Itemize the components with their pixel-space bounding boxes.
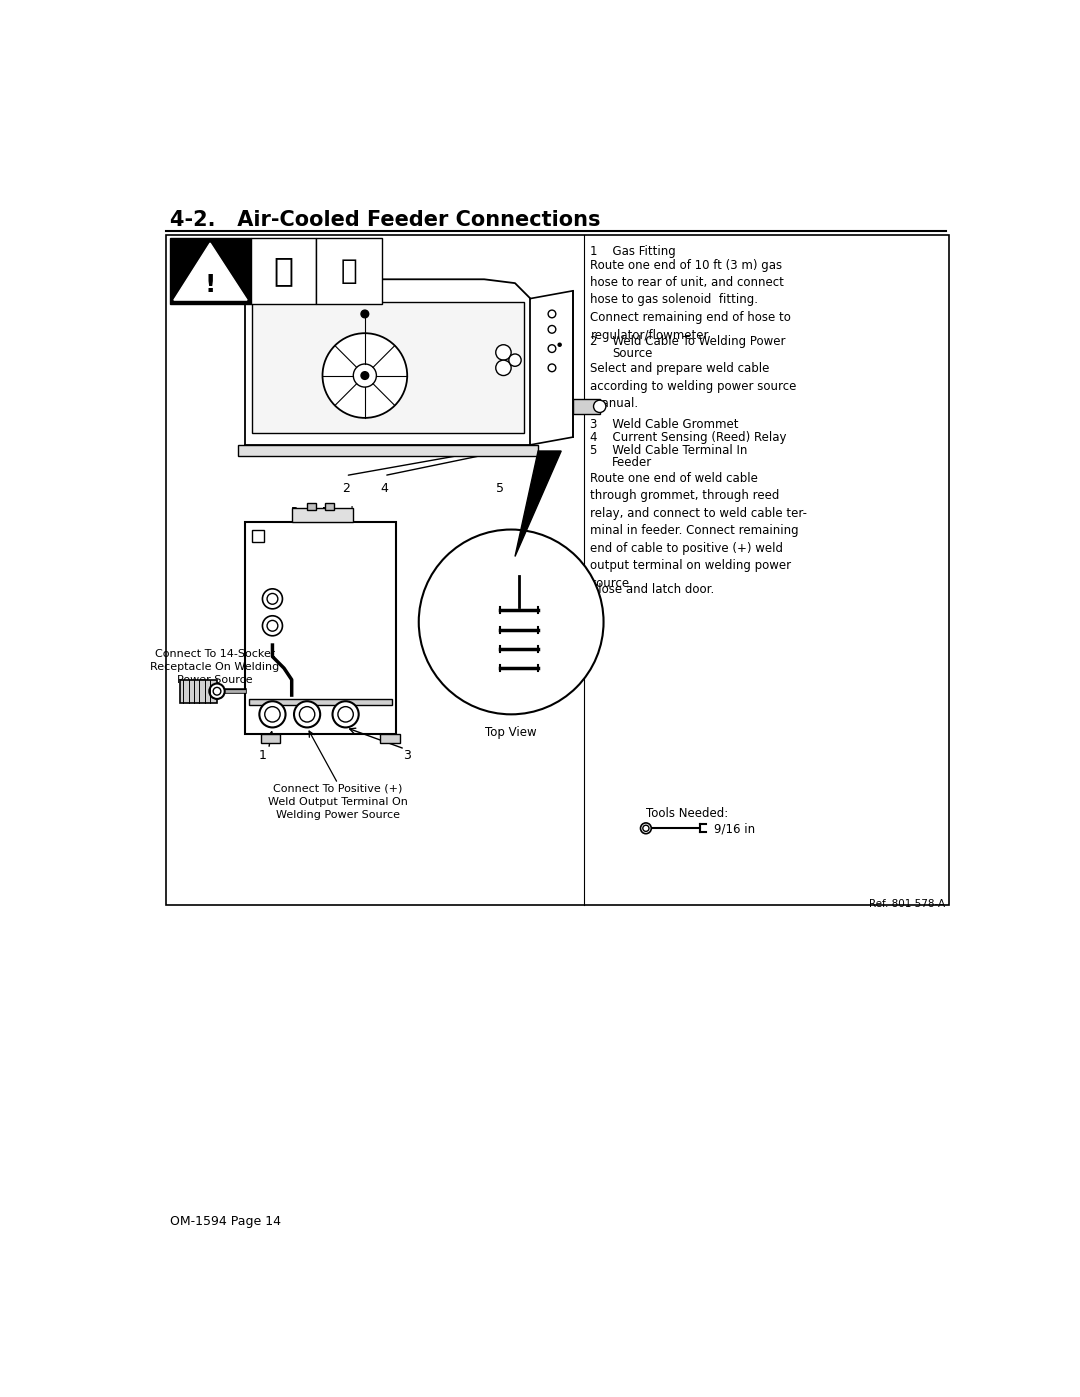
- Polygon shape: [515, 451, 562, 556]
- Bar: [307, 503, 316, 510]
- Bar: [180, 680, 217, 703]
- Circle shape: [549, 326, 556, 334]
- Bar: [252, 529, 264, 542]
- Circle shape: [262, 588, 283, 609]
- Circle shape: [259, 701, 285, 728]
- Circle shape: [299, 707, 314, 722]
- Circle shape: [549, 310, 556, 317]
- Bar: [261, 733, 280, 743]
- Circle shape: [549, 365, 556, 372]
- Text: Route one end of 10 ft (3 m) gas
hose to rear of unit, and connect
hose to gas s: Route one end of 10 ft (3 m) gas hose to…: [591, 258, 792, 341]
- Text: 🏃: 🏃: [273, 254, 294, 288]
- Circle shape: [294, 701, 320, 728]
- Circle shape: [267, 594, 278, 605]
- Text: Rear Panel: Rear Panel: [292, 507, 354, 520]
- Circle shape: [213, 687, 220, 696]
- Text: 5: 5: [496, 482, 503, 495]
- Polygon shape: [174, 243, 247, 300]
- Bar: [380, 733, 400, 743]
- Circle shape: [210, 683, 225, 698]
- Circle shape: [323, 334, 407, 418]
- Bar: [572, 398, 599, 414]
- Text: Tools Needed:: Tools Needed:: [646, 806, 728, 820]
- Bar: [245, 522, 395, 733]
- Circle shape: [353, 365, 377, 387]
- Circle shape: [333, 701, 359, 728]
- Text: 9/16 in: 9/16 in: [714, 823, 755, 835]
- Text: Top View: Top View: [485, 726, 537, 739]
- Circle shape: [361, 310, 368, 317]
- Circle shape: [509, 353, 522, 366]
- Circle shape: [496, 345, 511, 360]
- Text: 💥: 💥: [340, 257, 357, 285]
- Bar: [325, 503, 334, 510]
- Text: 4: 4: [380, 482, 388, 495]
- Text: Close and latch door.: Close and latch door.: [591, 583, 715, 595]
- Text: Select and prepare weld cable
according to welding power source
manual.: Select and prepare weld cable according …: [591, 362, 797, 411]
- Text: 2: 2: [341, 482, 350, 495]
- Circle shape: [267, 620, 278, 631]
- Text: 3: 3: [403, 749, 411, 761]
- Text: 2: 2: [473, 599, 481, 612]
- Circle shape: [558, 344, 562, 346]
- Circle shape: [262, 616, 283, 636]
- Text: 4-2.   Air-Cooled Feeder Connections: 4-2. Air-Cooled Feeder Connections: [170, 210, 600, 231]
- Bar: [316, 239, 382, 305]
- Text: OM-1594 Page 14: OM-1594 Page 14: [170, 1215, 281, 1228]
- Text: Ref. 801 578-A: Ref. 801 578-A: [868, 900, 945, 909]
- Circle shape: [549, 345, 556, 352]
- Text: 3    Weld Cable Grommet: 3 Weld Cable Grommet: [591, 418, 739, 430]
- Text: Connect To Positive (+)
Weld Output Terminal On
Welding Power Source: Connect To Positive (+) Weld Output Term…: [268, 784, 408, 820]
- Text: !: !: [204, 272, 216, 298]
- Circle shape: [594, 400, 606, 412]
- Text: 1: 1: [258, 749, 267, 761]
- Circle shape: [640, 823, 651, 834]
- Text: 4    Current Sensing (Reed) Relay: 4 Current Sensing (Reed) Relay: [591, 432, 787, 444]
- Text: 5    Weld Cable Terminal In: 5 Weld Cable Terminal In: [591, 444, 747, 457]
- Circle shape: [265, 707, 280, 722]
- Text: 5: 5: [557, 599, 565, 612]
- Circle shape: [338, 707, 353, 722]
- Text: Route one end of weld cable
through grommet, through reed
relay, and connect to : Route one end of weld cable through grom…: [591, 472, 808, 590]
- Text: 1    Gas Fitting: 1 Gas Fitting: [591, 244, 676, 257]
- Bar: [170, 239, 251, 305]
- Bar: [251, 239, 316, 305]
- Text: Source: Source: [612, 346, 652, 360]
- Bar: [292, 509, 353, 522]
- Bar: [238, 444, 538, 457]
- Text: Connect To 14-Socket
Receptacle On Welding
Power Source: Connect To 14-Socket Receptacle On Weldi…: [150, 648, 280, 686]
- Circle shape: [643, 826, 649, 831]
- Circle shape: [419, 529, 604, 714]
- Text: Feeder: Feeder: [612, 457, 652, 469]
- Bar: [252, 302, 524, 433]
- Text: 2    Weld Cable To Welding Power: 2 Weld Cable To Welding Power: [591, 335, 786, 348]
- Bar: [166, 235, 948, 904]
- Circle shape: [496, 360, 511, 376]
- Bar: [249, 698, 392, 705]
- Circle shape: [361, 372, 368, 380]
